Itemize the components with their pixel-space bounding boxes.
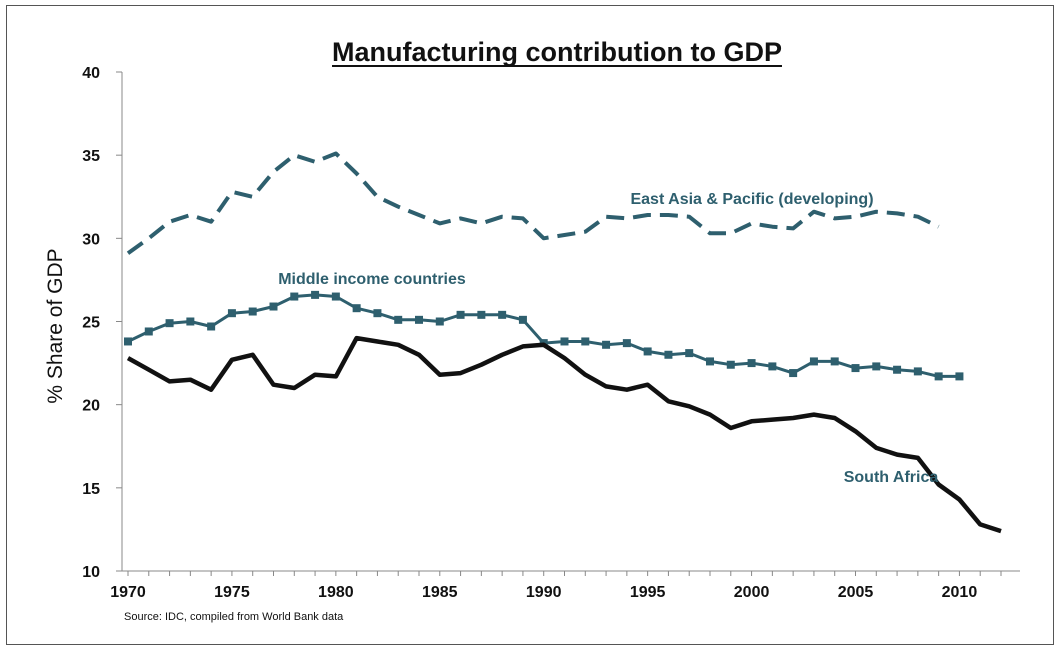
y-tick-label: 35 [82, 148, 100, 165]
series-point [477, 310, 486, 319]
x-tick-label: 1995 [630, 584, 666, 601]
x-tick-label: 2010 [942, 584, 978, 601]
series-point [643, 347, 652, 356]
series-point [955, 372, 964, 381]
x-tick-label: 1970 [110, 584, 146, 601]
series-point [664, 350, 673, 359]
series-point [747, 359, 756, 368]
series-point [207, 322, 216, 331]
series-point [622, 339, 631, 348]
x-tick-label: 2000 [734, 584, 770, 601]
series-point [352, 304, 361, 313]
y-tick-label: 15 [82, 481, 100, 498]
series-point [913, 367, 922, 376]
series-point [809, 357, 818, 366]
series-label-middle-income: Middle income countries [278, 271, 466, 288]
series-point [581, 337, 590, 346]
series-point [602, 340, 611, 349]
series-point [248, 307, 257, 316]
y-axis-ticks: 10 15 20 25 30 35 40 [82, 65, 122, 581]
series-point [415, 315, 423, 324]
series-point [893, 365, 902, 374]
series-point [124, 337, 132, 346]
series-label-south-africa: South Africa [844, 469, 939, 486]
y-axis-label: % Share of GDP [44, 248, 67, 403]
series-point [165, 319, 174, 328]
x-tick-label: 1985 [422, 584, 458, 601]
series-point [186, 317, 195, 326]
y-tick-label: 20 [82, 398, 100, 415]
series-point [872, 362, 881, 371]
series-point [435, 317, 444, 326]
x-tick-label: 1990 [526, 584, 562, 601]
series-point [518, 315, 527, 324]
series-point [768, 362, 777, 371]
series-point [144, 327, 153, 336]
series-point [394, 315, 403, 324]
series-point [830, 357, 839, 366]
series-point [373, 309, 382, 318]
y-tick-label: 30 [82, 231, 100, 248]
x-tick-label: 2005 [838, 584, 874, 601]
series-point [498, 310, 507, 319]
y-tick-label: 25 [82, 315, 100, 332]
source-note: Source: IDC, compiled from World Bank da… [124, 611, 344, 623]
chart-title: Manufacturing contribution to GDP [332, 37, 782, 67]
series-line-2 [126, 335, 1002, 534]
series-point [290, 292, 299, 301]
series-point [706, 357, 714, 366]
series-layer [124, 151, 1002, 534]
series-label-east-asia: East Asia & Pacific (developing) [630, 191, 873, 208]
series-point [685, 349, 694, 358]
series-line-0 [126, 151, 940, 255]
x-axis-ticks: 1970 1975 1980 1985 1990 1995 2000 2005 2010 [110, 571, 1002, 601]
y-tick-label: 40 [82, 65, 100, 82]
x-tick-label: 1975 [214, 584, 250, 601]
series-point [851, 364, 860, 373]
x-tick-label: 1980 [318, 584, 354, 601]
series-point [934, 372, 943, 381]
chart: Manufacturing contribution to GDP % Shar… [44, 37, 1020, 623]
series-point [456, 310, 465, 319]
series-point [311, 290, 320, 299]
series-point [331, 292, 340, 301]
y-tick-label: 10 [82, 564, 100, 581]
chart-frame [6, 5, 1054, 645]
series-point [227, 309, 236, 318]
series-point [269, 302, 278, 311]
series-point [789, 369, 798, 378]
series-point [726, 360, 735, 369]
series-point [560, 337, 569, 346]
